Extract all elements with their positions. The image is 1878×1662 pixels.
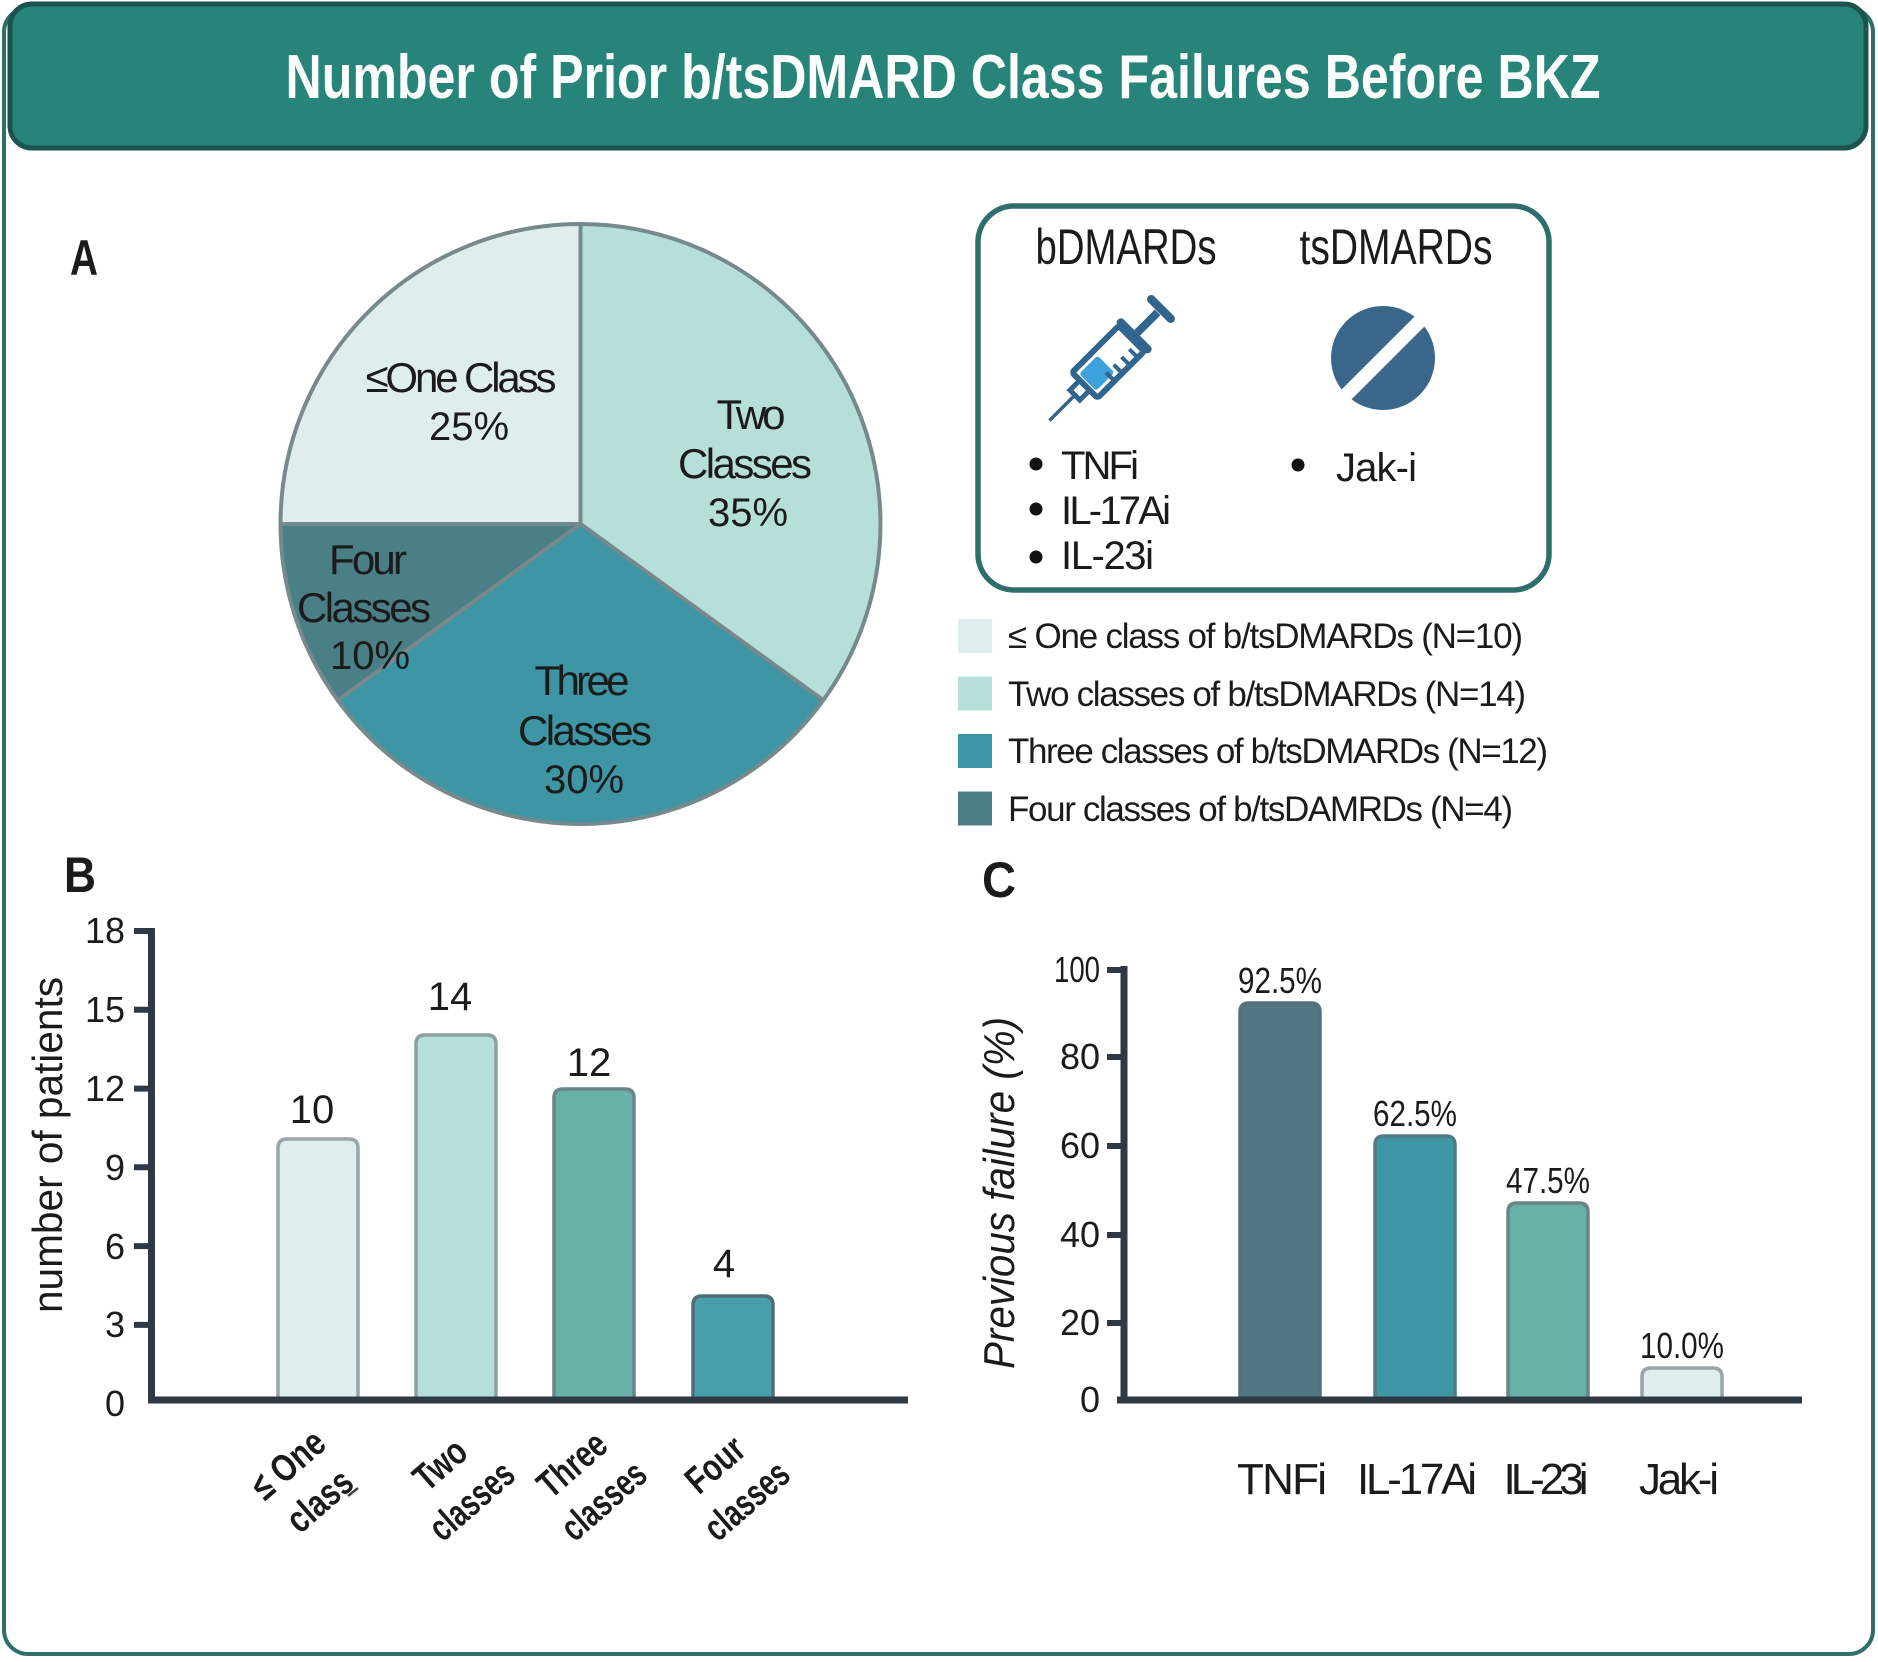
svg-text:92.5%: 92.5% — [1238, 960, 1322, 1001]
svg-text:bDMARDs: bDMARDs — [1036, 219, 1217, 275]
svg-text:10.0%: 10.0% — [1640, 1325, 1724, 1366]
svg-text:IL-17Ai: IL-17Ai — [1357, 1455, 1477, 1504]
svg-text:9: 9 — [105, 1147, 125, 1188]
svg-text:0: 0 — [1080, 1379, 1100, 1420]
svg-text:12: 12 — [85, 1068, 125, 1109]
svg-text:Two classes of b/tsDMARDs (N=1: Two classes of b/tsDMARDs (N=14) — [1008, 675, 1526, 714]
svg-text:Four: Four — [329, 536, 407, 583]
svg-text:35%: 35% — [708, 491, 788, 535]
svg-text:12: 12 — [567, 1041, 612, 1085]
svg-text:3: 3 — [105, 1304, 125, 1345]
svg-text:TNFi: TNFi — [1237, 1455, 1327, 1504]
svg-text:47.5%: 47.5% — [1506, 1160, 1590, 1201]
svg-text:Jak-i: Jak-i — [1336, 446, 1417, 490]
svg-text:4: 4 — [713, 1242, 735, 1286]
svg-text:tsDMARDs: tsDMARDs — [1300, 219, 1493, 275]
svg-text:IL-17Ai: IL-17Ai — [1061, 489, 1171, 533]
svg-text:62.5%: 62.5% — [1373, 1093, 1457, 1134]
svg-text:6: 6 — [105, 1226, 125, 1267]
svg-text:Three: Three — [535, 657, 630, 704]
svg-text:20: 20 — [1060, 1302, 1100, 1343]
svg-text:Classes: Classes — [678, 440, 812, 487]
svg-text:30%: 30% — [544, 758, 624, 802]
svg-text:Classes: Classes — [297, 584, 431, 631]
svg-text:B: B — [64, 847, 96, 903]
svg-text:15: 15 — [85, 989, 125, 1030]
svg-text:0: 0 — [105, 1383, 125, 1424]
svg-text:18: 18 — [85, 910, 125, 951]
svg-text:40: 40 — [1060, 1214, 1100, 1255]
svg-text:10: 10 — [290, 1088, 335, 1132]
svg-text:IL-23i: IL-23i — [1504, 1455, 1589, 1504]
svg-text:10%: 10% — [330, 634, 410, 678]
svg-text:25%: 25% — [429, 405, 509, 449]
svg-text:Jak-i: Jak-i — [1639, 1455, 1719, 1504]
svg-text:Previous failure (%): Previous failure (%) — [975, 1017, 1024, 1369]
svg-text:C: C — [982, 852, 1016, 908]
svg-text:80: 80 — [1060, 1036, 1100, 1077]
svg-text:Four classes of b/tsDAMRDs (N=: Four classes of b/tsDAMRDs (N=4) — [1008, 790, 1513, 829]
svg-text:Two: Two — [717, 391, 786, 438]
svg-text:≤One Class: ≤One Class — [366, 354, 557, 401]
svg-text:14: 14 — [428, 975, 473, 1019]
svg-text:60: 60 — [1060, 1125, 1100, 1166]
svg-text:Classes: Classes — [518, 707, 652, 754]
svg-text:A: A — [70, 230, 98, 286]
svg-text:100: 100 — [1054, 949, 1100, 990]
svg-text:TNFi: TNFi — [1061, 444, 1139, 488]
svg-text:Three classes of b/tsDMARDs (N: Three classes of b/tsDMARDs (N=12) — [1008, 732, 1548, 771]
svg-text:IL-23i: IL-23i — [1061, 534, 1154, 578]
svg-text:Number of Prior b/tsDMARD Clas: Number of Prior b/tsDMARD Class Failures… — [286, 43, 1601, 112]
svg-text:≤ One class of b/tsDMARDs (N=1: ≤ One class of b/tsDMARDs (N=10) — [1008, 617, 1523, 656]
svg-text:number of patients: number of patients — [24, 977, 71, 1313]
